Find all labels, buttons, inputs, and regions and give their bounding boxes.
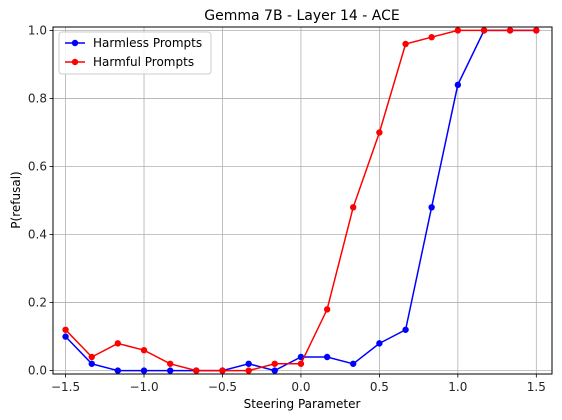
plot-frame (52, 26, 553, 375)
data-point (402, 40, 409, 48)
legend-box (58, 31, 212, 75)
data-point (349, 204, 357, 211)
y-tick-label: 0.0 (28, 364, 47, 378)
data-point (167, 367, 174, 374)
data-point (533, 27, 540, 34)
legend-label: Harmful Prompts (93, 55, 194, 69)
data-point (271, 367, 278, 374)
data-point (140, 346, 148, 354)
data-point (454, 27, 462, 34)
data-point (245, 360, 252, 367)
data-point (376, 129, 383, 136)
data-point (88, 353, 95, 361)
y-tick-label: 1.0 (28, 23, 47, 37)
data-point (62, 326, 69, 333)
data-point (506, 27, 514, 34)
x-tick-label: 1.5 (527, 380, 546, 394)
data-point (114, 340, 122, 347)
x-axis-label: Steering Parameter (244, 397, 361, 411)
legend: Harmless Prompts Harmful Prompts (58, 31, 212, 75)
data-point (402, 326, 409, 333)
x-tick-label: 0.0 (291, 380, 310, 394)
data-point (428, 34, 435, 41)
y-axis-label: P(refusal) (9, 171, 23, 228)
data-point (114, 367, 122, 374)
ticks: −1.5 −1.0 −0.5 0.0 0.5 1.0 1.5 0.0 0.2 0.4 0.6 0.8 1… (28, 23, 546, 394)
data-point (245, 367, 252, 374)
legend-marker (71, 58, 79, 66)
data-point (323, 306, 331, 313)
x-tick-label: −0.5 (208, 380, 237, 394)
x-tick-label: 1.0 (448, 380, 467, 394)
data-point (454, 81, 462, 89)
data-point (219, 367, 226, 374)
data-point (297, 353, 305, 361)
data-point (271, 360, 278, 367)
data-point (349, 360, 357, 367)
y-tick-label: 0.6 (28, 159, 47, 173)
chart-title: Gemma 7B - Layer 14 - ACE (204, 8, 399, 24)
data-point (297, 360, 305, 367)
data-point (193, 367, 200, 374)
data-point (167, 360, 174, 367)
data-point (323, 353, 331, 361)
y-tick-label: 0.8 (28, 91, 47, 105)
y-tick-label: 0.2 (28, 296, 47, 310)
x-tick-label: 0.5 (370, 380, 389, 394)
data-point (140, 367, 148, 374)
data-point (428, 204, 435, 211)
data-point (88, 360, 95, 367)
y-tick-label: 0.4 (28, 228, 47, 242)
data-point (62, 333, 69, 340)
series-layer (62, 27, 540, 374)
x-tick-label: −1.0 (129, 380, 158, 394)
data-point (376, 340, 383, 347)
data-point (480, 27, 488, 34)
x-tick-label: −1.5 (51, 380, 80, 394)
legend-label: Harmless Prompts (93, 36, 202, 50)
legend-marker (71, 39, 79, 47)
